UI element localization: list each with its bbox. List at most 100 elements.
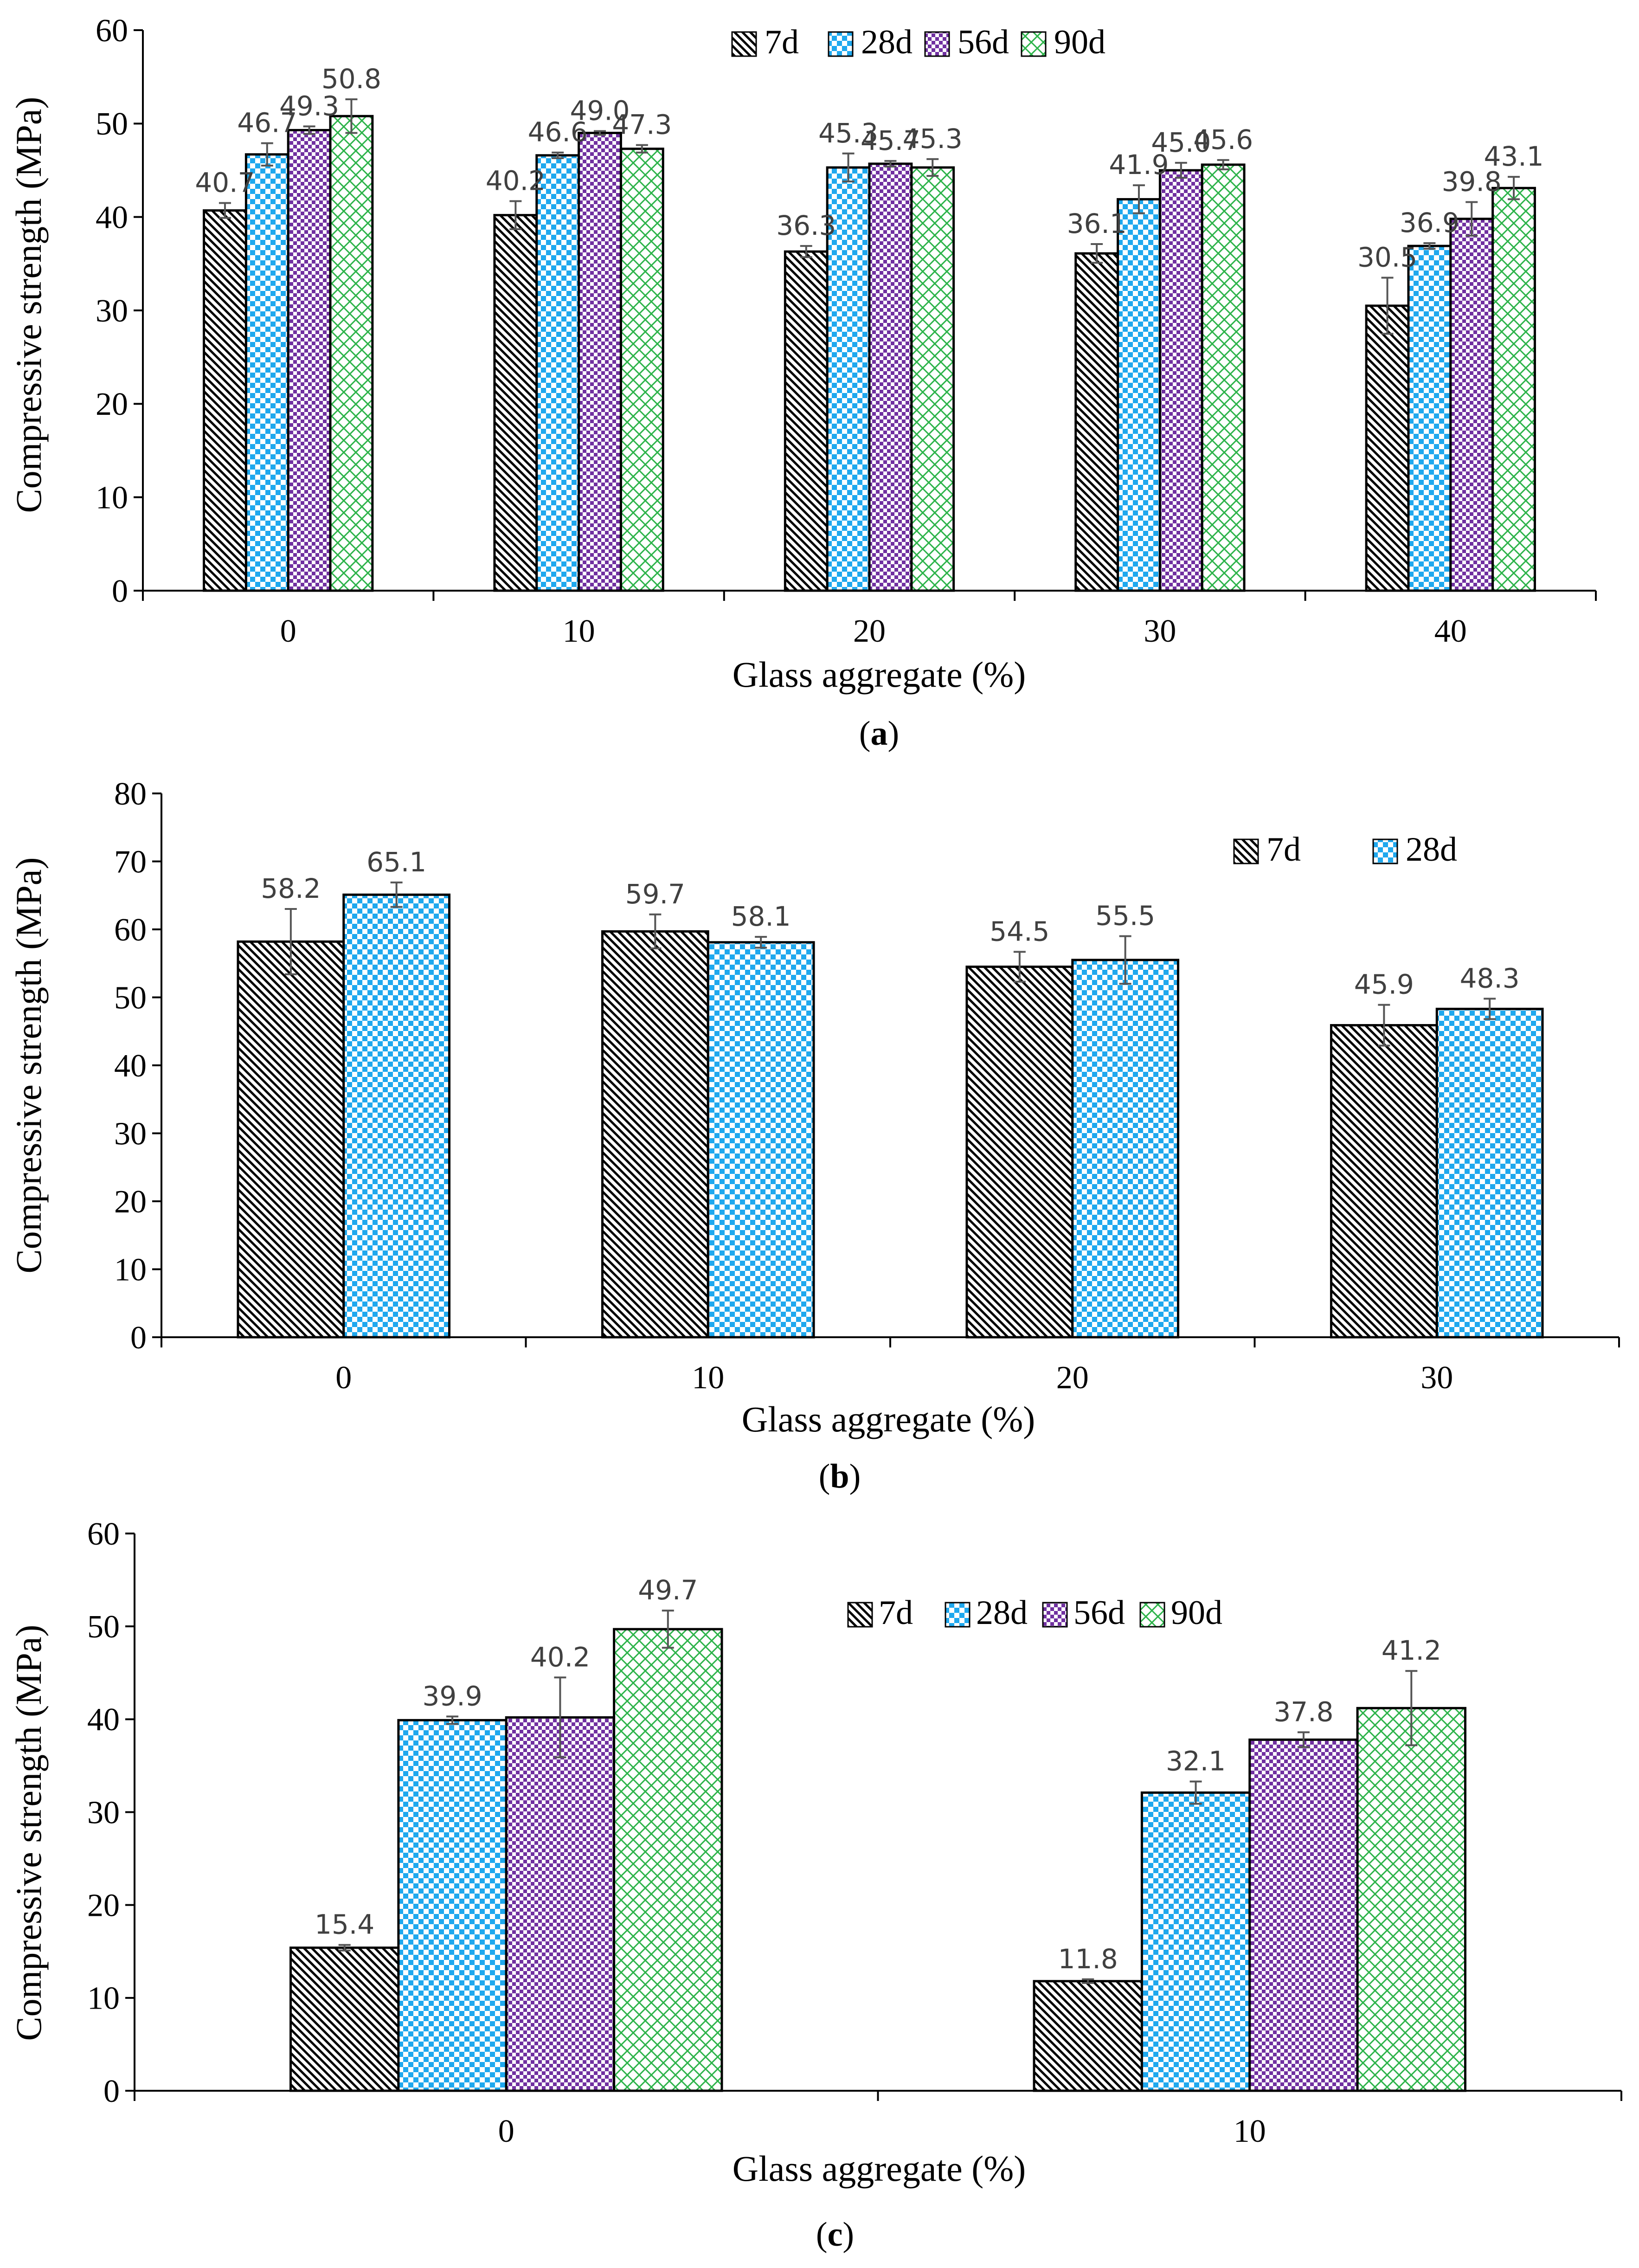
x-tick-label: 20 bbox=[853, 613, 886, 649]
bar-7d-0 bbox=[237, 940, 345, 1339]
panel-caption: (a) bbox=[859, 715, 899, 753]
error-bar-56d-30 bbox=[1175, 161, 1187, 179]
panel-caption: (b) bbox=[819, 1457, 861, 1495]
error-bar-7d-20 bbox=[1013, 951, 1026, 983]
value-label-28d-0: 46.7 bbox=[237, 107, 297, 139]
error-bar-28d-10 bbox=[1189, 1780, 1202, 1805]
x-tick-label: 10 bbox=[692, 1360, 724, 1396]
panel-caption-letter: a bbox=[871, 715, 888, 753]
error-bar-7d-0 bbox=[284, 908, 297, 975]
x-tick-label: 10 bbox=[563, 613, 595, 649]
error-bar-90d-30 bbox=[1217, 159, 1229, 170]
error-bar-56d-0 bbox=[554, 1676, 566, 1759]
value-label-28d-10: 58.1 bbox=[731, 901, 791, 932]
error-bar-28d-0 bbox=[261, 142, 273, 167]
legend-label-7d: 7d bbox=[1266, 831, 1301, 869]
value-label-90d-0: 49.7 bbox=[638, 1574, 698, 1606]
y-tick-label: 80 bbox=[114, 776, 147, 812]
x-axis-title: Glass aggregate (%) bbox=[742, 1399, 1035, 1439]
y-tick-label: 10 bbox=[114, 1252, 147, 1288]
legend-swatch-90d bbox=[1139, 1602, 1165, 1628]
bar-28d-40 bbox=[1407, 245, 1452, 592]
y-tick-label: 20 bbox=[96, 387, 128, 422]
value-label-7d-20: 36.3 bbox=[776, 210, 836, 241]
y-tick-label: 50 bbox=[114, 980, 147, 1016]
value-label-56d-10: 49.0 bbox=[570, 95, 630, 126]
bar-56d-10 bbox=[1248, 1738, 1359, 2092]
error-bar-7d-30 bbox=[1091, 243, 1103, 264]
legend-label-90d: 90d bbox=[1054, 23, 1106, 61]
y-tick-label: 40 bbox=[114, 1048, 147, 1084]
y-tick-label: 30 bbox=[114, 1116, 147, 1152]
error-bar-90d-0 bbox=[662, 1610, 674, 1649]
y-tick-label: 0 bbox=[130, 1320, 147, 1356]
error-bar-7d-0 bbox=[219, 202, 231, 219]
bar-28d-10 bbox=[1140, 1791, 1251, 2092]
error-bar-7d-40 bbox=[1381, 277, 1394, 335]
value-label-28d-30: 48.3 bbox=[1460, 962, 1520, 994]
value-label-28d-0: 39.9 bbox=[422, 1680, 482, 1712]
y-axis-title: Compressive strength (MPa) bbox=[8, 1625, 49, 2041]
bar-90d-0 bbox=[329, 115, 374, 592]
bar-90d-30 bbox=[1201, 163, 1246, 592]
value-label-56d-30: 45.0 bbox=[1151, 127, 1211, 158]
legend-swatch-56d bbox=[924, 31, 950, 57]
value-label-7d-30: 45.9 bbox=[1354, 969, 1414, 1000]
error-bar-28d-30 bbox=[1132, 184, 1145, 214]
value-label-7d-10: 59.7 bbox=[625, 878, 685, 910]
bar-28d-30 bbox=[1435, 1007, 1544, 1339]
error-bar-56d-20 bbox=[884, 160, 897, 168]
legend-swatch-7d bbox=[847, 1602, 873, 1628]
legend-label-56d: 56d bbox=[1073, 1594, 1125, 1632]
x-tick-label: 0 bbox=[335, 1360, 352, 1396]
x-tick-label: 30 bbox=[1420, 1360, 1453, 1396]
legend: 7d 28d 56d 90d bbox=[847, 1594, 1222, 1632]
value-label-90d-40: 43.1 bbox=[1484, 141, 1543, 172]
legend-swatch-56d bbox=[1042, 1602, 1068, 1628]
value-label-7d-10: 40.2 bbox=[486, 165, 546, 196]
error-bar-7d-10 bbox=[1082, 1978, 1094, 1984]
error-bar-56d-0 bbox=[303, 125, 315, 135]
error-bar-56d-40 bbox=[1465, 201, 1478, 237]
y-tick-label: 0 bbox=[103, 2074, 120, 2109]
y-tick-label: 30 bbox=[96, 293, 128, 329]
value-label-90d-0: 50.8 bbox=[321, 63, 381, 95]
legend-swatch-90d bbox=[1021, 31, 1047, 57]
panel-caption: (c) bbox=[816, 2216, 854, 2254]
bar-28d-20 bbox=[1071, 959, 1180, 1339]
x-tick-label: 10 bbox=[1234, 2113, 1266, 2149]
chart-panel-b: Compressive strength (MPa) Glass aggrega… bbox=[8, 776, 1620, 1495]
value-label-7d-30: 36.1 bbox=[1067, 208, 1127, 239]
legend-label-56d: 56d bbox=[958, 23, 1009, 61]
x-axis-title: Glass aggregate (%) bbox=[733, 654, 1026, 695]
y-axis-title: Compressive strength (MPa) bbox=[8, 857, 49, 1274]
error-bar-7d-10 bbox=[649, 913, 662, 950]
value-label-7d-10: 11.8 bbox=[1058, 1943, 1118, 1975]
bar-7d-10 bbox=[493, 214, 538, 592]
value-label-28d-40: 36.9 bbox=[1400, 207, 1459, 238]
x-tick-label: 30 bbox=[1144, 613, 1176, 649]
bar-7d-20 bbox=[965, 966, 1074, 1339]
bar-28d-0 bbox=[397, 1719, 508, 2092]
value-label-7d-20: 54.5 bbox=[990, 915, 1049, 947]
bar-56d-30 bbox=[1158, 169, 1203, 592]
error-bar-90d-10 bbox=[636, 144, 648, 154]
legend-swatch-28d bbox=[828, 31, 854, 57]
value-label-90d-20: 45.3 bbox=[903, 123, 963, 155]
value-label-56d-20: 45.7 bbox=[861, 125, 920, 156]
error-bar-7d-10 bbox=[509, 200, 522, 230]
value-label-56d-40: 39.8 bbox=[1442, 166, 1502, 197]
value-label-28d-10: 32.1 bbox=[1166, 1745, 1226, 1777]
legend-label-28d: 28d bbox=[976, 1594, 1028, 1632]
error-bar-28d-40 bbox=[1423, 242, 1436, 250]
bar-28d-10 bbox=[535, 154, 580, 592]
error-bar-90d-0 bbox=[345, 98, 358, 134]
error-bar-7d-20 bbox=[800, 245, 812, 258]
legend-label-28d: 28d bbox=[861, 23, 913, 61]
bar-90d-0 bbox=[613, 1628, 723, 2092]
error-bar-90d-40 bbox=[1508, 176, 1520, 200]
error-bar-28d-10 bbox=[552, 151, 564, 159]
bar-7d-10 bbox=[1033, 1980, 1143, 2092]
bar-7d-10 bbox=[601, 930, 709, 1339]
